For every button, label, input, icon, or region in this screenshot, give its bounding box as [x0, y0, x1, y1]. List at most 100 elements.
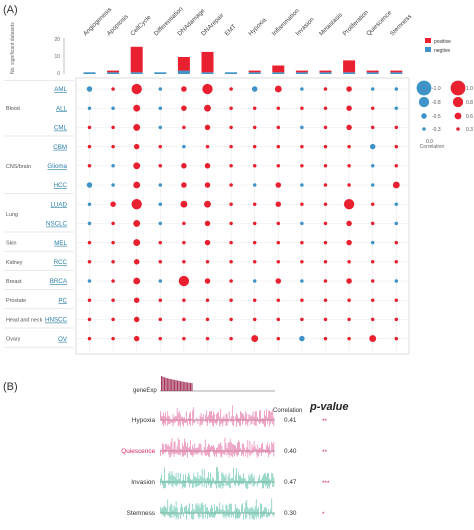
legend-pos-dot-2	[454, 112, 462, 120]
dot-hcc-cellcycle	[133, 181, 141, 189]
bar-chart: No. significant datasets 20 10 0	[10, 22, 403, 77]
dot-luad-hypoxia	[252, 202, 257, 206]
dot-brca-emt	[229, 279, 233, 283]
dot-luad-angiogenesis	[87, 202, 92, 206]
bar-negative-dnadamage	[177, 70, 190, 74]
bar-negative-proliferation	[343, 72, 356, 74]
dot-cml-angiogenesis	[87, 125, 92, 130]
dot-luad-apoptosis	[110, 201, 116, 207]
dot-cbm-differentiation	[158, 144, 163, 149]
dot-ov-invasion	[299, 335, 305, 342]
bar-positive-metastasis	[319, 70, 332, 73]
geneexp-bar-1	[162, 376, 164, 391]
dot-rcc-dnarepair	[205, 260, 210, 264]
dot-cml-metastasis	[323, 125, 328, 130]
bar-negative-invasion	[295, 72, 308, 74]
dot-ov-proliferation	[347, 336, 351, 341]
dot-hnscc-invasion	[300, 317, 304, 322]
dot-ov-emt	[229, 336, 233, 341]
dot-rcc-invasion	[300, 260, 304, 264]
bar-negative-emt	[225, 72, 238, 74]
dot-nsclc-inflammation	[276, 221, 281, 226]
dot-all-inflammation	[276, 106, 281, 110]
state-label-stemness: Stemness	[389, 13, 413, 37]
geneexp-bar-17	[185, 382, 187, 391]
dot-hnscc-hypoxia	[252, 317, 257, 322]
dot-pc-emt	[229, 298, 233, 302]
dot-cml-inflammation	[276, 125, 281, 130]
dot-mel-quiescence	[370, 240, 375, 245]
tissue-group-ovary: Ovary	[6, 337, 21, 343]
dot-pc-stemness	[394, 298, 399, 302]
dot-cml-stemness	[394, 125, 399, 130]
dot-cml-proliferation	[346, 124, 352, 131]
track-correlation-invasion: 0.47	[284, 479, 297, 486]
geneexp-bars	[161, 376, 193, 391]
dot-glioma-proliferation	[347, 164, 351, 168]
track-label-invasion: Invasion	[131, 479, 155, 486]
dot-cml-hypoxia	[252, 125, 257, 130]
tissue-group-breast: Breast	[6, 279, 22, 285]
dot-luad-differentiation	[158, 202, 163, 206]
track-signal-hypoxia	[160, 405, 275, 427]
track-label-stemness: Stemness	[127, 510, 155, 517]
dot-hnscc-differentiation	[158, 317, 163, 322]
state-label-cellcycle: CellCycle	[129, 14, 153, 38]
bar-positive-invasion	[295, 70, 308, 73]
legend-neg-dot-1	[418, 96, 430, 108]
dot-mel-inflammation	[276, 240, 281, 245]
dot-aml-differentiation	[158, 87, 163, 91]
dot-mel-invasion	[300, 240, 304, 245]
bar-negative-stemness	[390, 72, 403, 74]
dot-hnscc-angiogenesis	[87, 317, 92, 322]
state-label-metastasis: Metastasis	[318, 12, 344, 38]
state-label-hypoxia: Hypoxia	[247, 16, 268, 37]
dot-mel-hypoxia	[252, 240, 257, 245]
track-correlation-hypoxia: 0.41	[284, 417, 297, 424]
dot-pc-angiogenesis	[87, 298, 92, 302]
row-label-nsclc: NSCLC	[46, 221, 68, 228]
tissue-group-blood: Blood	[6, 106, 20, 112]
legend-positive-swatch	[425, 38, 431, 43]
dot-cml-dnarepair	[204, 124, 211, 131]
dot-ov-apoptosis	[111, 336, 115, 341]
dot-brca-apoptosis	[111, 279, 115, 283]
legend-pos-value-1: 0.8	[466, 100, 473, 106]
dot-all-metastasis	[323, 106, 328, 110]
dot-hnscc-apoptosis	[111, 317, 115, 322]
dot-cml-invasion	[300, 125, 304, 130]
bar-tick-10: 10	[54, 54, 60, 60]
dot-hnscc-inflammation	[276, 317, 281, 322]
dot-all-dnadamage	[181, 105, 187, 111]
dot-glioma-apoptosis	[111, 164, 115, 168]
dot-rcc-inflammation	[276, 260, 281, 264]
panel-a-label: (A)	[3, 4, 18, 16]
dot-luad-emt	[229, 202, 233, 206]
corr-legend-title: Correlation	[420, 144, 445, 150]
dot-aml-angiogenesis	[86, 86, 93, 92]
dot-brca-cellcycle	[133, 277, 141, 285]
geneexp-bar-2	[163, 377, 165, 391]
geneexp-bar-8	[172, 379, 174, 391]
geneexp-bar-0	[161, 376, 163, 391]
dot-aml-metastasis	[323, 87, 328, 91]
pvalue-header: p-value	[309, 401, 349, 413]
dot-brca-stemness	[394, 279, 399, 283]
dot-pc-cellcycle	[133, 297, 140, 303]
legend-neg-dot-3	[422, 127, 426, 131]
legend-positive-label: positive	[434, 39, 451, 45]
dot-ov-stemness	[394, 336, 399, 341]
dot-rcc-dnadamage	[182, 260, 186, 264]
dot-all-emt	[229, 106, 233, 110]
dot-pc-invasion	[300, 298, 304, 302]
dot-all-apoptosis	[111, 106, 115, 110]
dot-aml-quiescence	[370, 87, 375, 91]
dot-pc-apoptosis	[111, 298, 115, 302]
geneexp-bar-21	[191, 383, 193, 391]
dot-ov-dnarepair	[205, 336, 210, 341]
geneexp-bar-3	[165, 377, 167, 391]
legend-pos-dot-1	[452, 96, 464, 108]
dot-glioma-metastasis	[323, 164, 328, 168]
dot-aml-hypoxia	[251, 86, 258, 92]
